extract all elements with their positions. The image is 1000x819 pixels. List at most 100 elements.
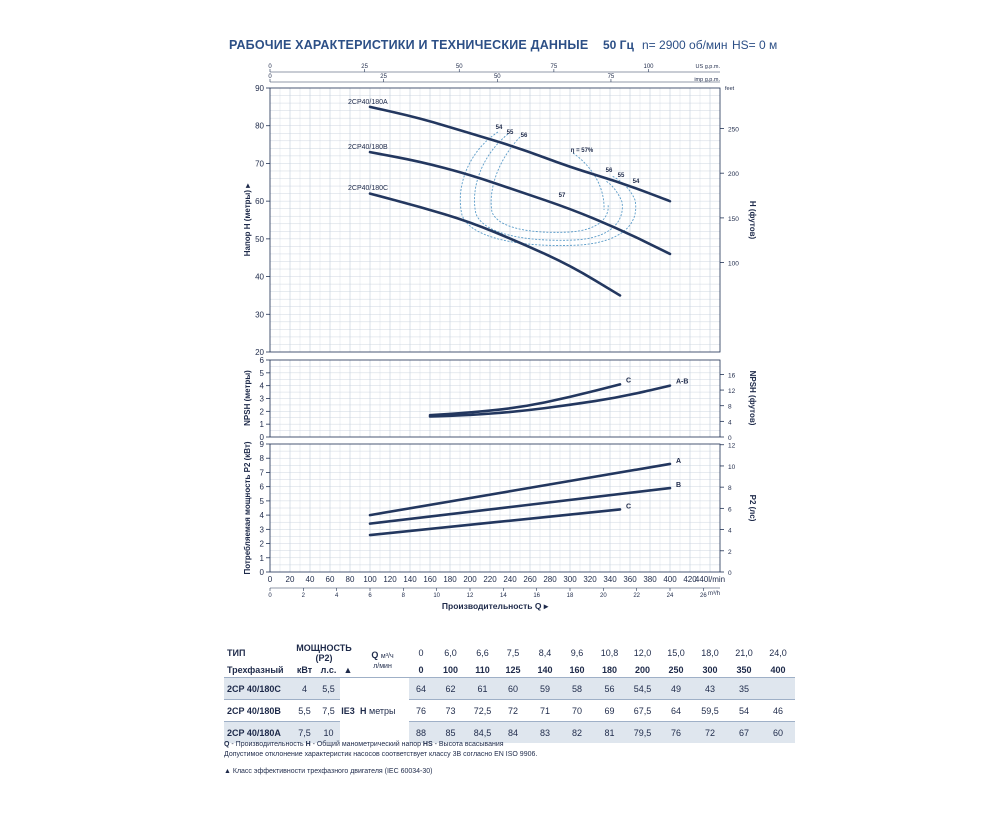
x-tick-label: 400 (663, 575, 677, 584)
y-axis-right-title: H (футов) (748, 201, 757, 240)
y-tick-label: 40 (255, 273, 264, 282)
head-value-cell: 82 (561, 721, 593, 743)
x-tick-label: 380 (643, 575, 657, 584)
m3h-tick-label: 6 (368, 593, 372, 599)
head-value-cell: 73 (433, 699, 468, 722)
us-gpm-tick-label: 50 (456, 64, 463, 70)
x-tick-label: 40 (306, 575, 315, 584)
y-tick-label: 30 (255, 310, 264, 319)
y-tick-label: 3 (260, 395, 265, 404)
npsh-curve (428, 383, 622, 417)
m3h-tick-label: 20 (600, 593, 607, 599)
y-right-tick-label: 8 (728, 404, 732, 411)
x-tick-label: 240 (503, 575, 517, 584)
ie-class-cell: IE3 (340, 677, 356, 743)
power-curve (368, 462, 672, 517)
imp-gpm-tick-label: 0 (268, 74, 272, 80)
efficiency-label: 56 (521, 133, 528, 139)
x-tick-label: 200 (463, 575, 477, 584)
series-label: 2CP40/180A (348, 99, 388, 106)
head-value-cell: 54,5 (626, 677, 659, 700)
q-lmin-header: 160 (569, 665, 585, 675)
q-lmin-header: 140 (537, 665, 553, 675)
y-right-tick-label: 8 (728, 485, 732, 492)
m3h-tick-label: 4 (335, 593, 339, 599)
x-tick-label: 180 (443, 575, 457, 584)
x-axis-title: Производительность Q ▸ (442, 601, 549, 611)
npsh-curve (428, 384, 672, 418)
y-right-tick-label: 12 (728, 388, 736, 395)
y-tick-label: 3 (260, 525, 265, 534)
head-value-cell: 64 (409, 677, 433, 700)
imp-gpm-tick-label: 75 (608, 74, 615, 80)
performance-charts: 0 25 50 75 100 US g.p.m.0 25 50 75 imp g.p.m.2030… (243, 64, 757, 611)
m3h-tick-label: 12 (467, 593, 474, 599)
efficiency-curve (474, 133, 623, 241)
efficiency-label: 54 (633, 179, 640, 185)
head-value-cell: 83 (529, 721, 561, 743)
m3h-tick-label: 18 (567, 593, 574, 599)
us-gpm-tick-label: 100 (643, 64, 654, 70)
m3h-tick-label: 26 (700, 593, 707, 599)
x-tick-label: 420 (683, 575, 697, 584)
efficiency-label: 55 (507, 130, 514, 136)
head-value-cell: 67,5 (626, 699, 659, 722)
model-cell: 2CP 40/180B (224, 699, 292, 722)
power-header: МОЩНОСТЬ (P2) (296, 643, 352, 663)
x-tick-label: 220 (483, 575, 497, 584)
q-lmin-header: 200 (634, 665, 651, 675)
kw-cell: 7,5 (292, 721, 317, 743)
series-label: B (676, 482, 681, 489)
head-value-cell: 61 (468, 677, 497, 700)
y-right-tick-label: 250 (728, 126, 739, 133)
footnote-ie-class: ▲ Класс эффективности трехфазного двигат… (224, 768, 433, 775)
power-curve (368, 486, 672, 525)
y-right-tick-label: 4 (728, 419, 732, 426)
head-value-cell: 49 (659, 677, 693, 700)
table-row: 2CP 40/180A 7,5 10 88 85 84,5 84 83 82 81 79,5 7… (224, 721, 795, 743)
y-tick-label: 5 (260, 369, 265, 378)
table-row: 2CP 40/180B 5,5 7,5 76 73 72,5 72 71 70 69 67,5… (224, 699, 795, 722)
head-value-cell: 62 (433, 677, 468, 700)
x-tick-label: 60 (326, 575, 335, 584)
y-tick-label: 4 (260, 382, 265, 391)
q-lmin-header: 110 (475, 665, 490, 675)
q-lmin-header: 0 (418, 665, 424, 675)
q-lmin-header: 250 (668, 665, 684, 675)
us-gpm-tick-label: 0 (268, 64, 272, 70)
model-cell: 2CP 40/180C (224, 677, 292, 700)
y-tick-label: 20 (255, 348, 264, 357)
x-tick-label: 360 (623, 575, 637, 584)
head-value-cell: 76 (659, 721, 693, 743)
y-tick-label: 70 (255, 159, 264, 168)
frequency-label: 50 Гц (603, 38, 634, 52)
spec-table: ТИП МОЩНОСТЬ (P2) Q м³/ч л/мин 0 6,0 6,6 7,5… (224, 643, 795, 743)
head-value-cell: 69 (593, 699, 626, 722)
q-m3h-header: 7,5 (506, 648, 520, 658)
head-value-cell: 85 (433, 721, 468, 743)
y-right-tick-label: 150 (728, 216, 739, 223)
q-m3h-header: 0 (418, 648, 424, 658)
y-tick-label: 6 (260, 356, 265, 365)
x-tick-label: 440l/min (695, 575, 725, 584)
y-tick-label: 5 (260, 497, 265, 506)
q-lmin-header: 125 (505, 665, 521, 675)
m3h-unit: m³/h (708, 591, 720, 597)
head-value-cell: 59,5 (693, 699, 727, 722)
head-value-cell: 43 (693, 677, 727, 700)
kw-header: кВт (296, 665, 313, 675)
y-tick-label: 4 (260, 511, 265, 520)
q-m3h-header: 18,0 (701, 648, 719, 658)
head-value-cell: 79,5 (626, 721, 659, 743)
m3h-tick-label: 14 (500, 593, 507, 599)
y-right-tick-label: 16 (728, 372, 736, 379)
head-value-cell: 60 (761, 721, 795, 743)
x-tick-label: 80 (346, 575, 355, 584)
y-right-tick-label: 10 (728, 464, 736, 471)
y-tick-label: 90 (255, 84, 264, 93)
head-value-cell: 76 (409, 699, 433, 722)
head-value-cell: 60 (497, 677, 529, 700)
y-axis-title: NPSH (метры) (243, 370, 252, 426)
q-m3h-header: 12,0 (633, 648, 652, 658)
y-right-tick-label: 2 (728, 549, 732, 556)
